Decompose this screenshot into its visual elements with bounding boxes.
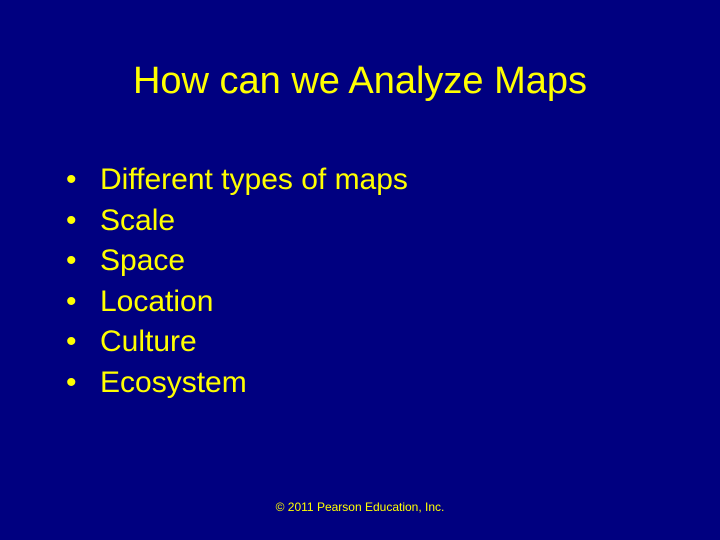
list-item-label: Scale [100, 201, 175, 242]
list-item-label: Different types of maps [100, 160, 408, 201]
bullet-icon: • [66, 322, 100, 363]
bullet-icon: • [66, 201, 100, 242]
bullet-icon: • [66, 241, 100, 282]
list-item-label: Space [100, 241, 185, 282]
list-item: • Scale [66, 201, 408, 242]
bullet-icon: • [66, 160, 100, 201]
bullet-icon: • [66, 282, 100, 323]
bullet-list: • Different types of maps • Scale • Spac… [66, 160, 408, 403]
bullet-icon: • [66, 363, 100, 404]
list-item: • Location [66, 282, 408, 323]
list-item: • Ecosystem [66, 363, 408, 404]
list-item: • Different types of maps [66, 160, 408, 201]
list-item: • Culture [66, 322, 408, 363]
copyright-text: © 2011 Pearson Education, Inc. [0, 500, 720, 514]
slide-title: How can we Analyze Maps [0, 60, 720, 103]
list-item-label: Culture [100, 322, 197, 363]
list-item-label: Ecosystem [100, 363, 247, 404]
list-item: • Space [66, 241, 408, 282]
list-item-label: Location [100, 282, 213, 323]
